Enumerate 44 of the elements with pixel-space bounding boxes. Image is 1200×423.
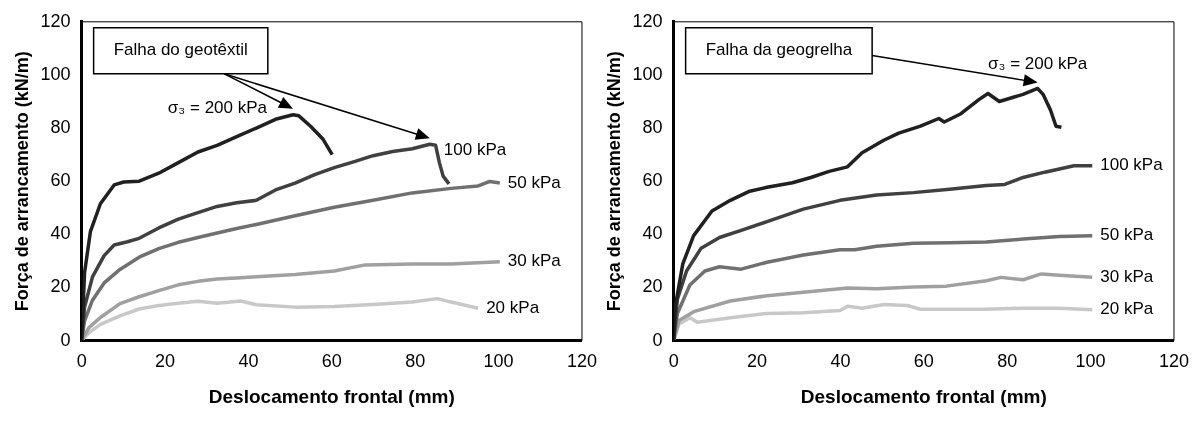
series-label: σ₃ = 200 kPa — [167, 98, 268, 118]
x-tick-label: 100 — [483, 351, 514, 372]
x-axis-title: Deslocamento frontal (mm) — [208, 385, 455, 407]
y-tick-label: 0 — [652, 329, 663, 350]
y-tick-label: 60 — [50, 170, 71, 191]
x-tick-label: 20 — [747, 351, 768, 372]
series-label: 100 kPa — [1100, 155, 1164, 175]
y-tick-label: 0 — [60, 329, 71, 350]
y-tick-label: 80 — [642, 117, 663, 138]
series-label: 100 kPa — [443, 139, 507, 159]
annotation: Falha da geogrelha — [705, 40, 853, 60]
y-tick-label: 40 — [50, 223, 71, 244]
series-label: σ₃ = 200 kPa — [988, 54, 1088, 74]
y-tick-label: 120 — [40, 10, 71, 31]
annotation: Falha do geotêxtil — [113, 40, 248, 60]
y-axis-title: Força de arrancamento (kN/m) — [603, 51, 624, 312]
y-axis-title: Força de arrancamento (kN/m) — [11, 51, 32, 312]
x-axis-title: Deslocamento frontal (mm) — [800, 385, 1047, 407]
y-tick-label: 60 — [642, 170, 663, 191]
y-tick-label: 40 — [642, 223, 663, 244]
series-label: 20 kPa — [486, 297, 540, 317]
series-label: 20 kPa — [1100, 299, 1154, 319]
x-tick-label: 120 — [566, 351, 598, 372]
y-tick-label: 120 — [632, 10, 663, 31]
x-tick-label: 100 — [1075, 351, 1106, 372]
x-tick-label: 120 — [1158, 351, 1190, 372]
x-tick-label: 20 — [155, 351, 176, 372]
x-tick-label: 0 — [668, 351, 679, 372]
x-tick-label: 60 — [321, 351, 342, 372]
series-label: 50 kPa — [1100, 225, 1154, 245]
y-tick-label: 80 — [50, 117, 71, 138]
x-tick-label: 80 — [405, 351, 426, 372]
series-label: 50 kPa — [507, 172, 562, 192]
y-tick-label: 100 — [632, 63, 663, 84]
x-tick-label: 80 — [997, 351, 1018, 372]
y-tick-label: 100 — [40, 63, 71, 84]
series-label: 30 kPa — [507, 251, 562, 271]
series-label: 30 kPa — [1100, 267, 1154, 287]
y-tick-label: 20 — [50, 276, 71, 297]
x-tick-label: 40 — [830, 351, 851, 372]
x-tick-label: 0 — [76, 351, 87, 372]
x-tick-label: 40 — [238, 351, 259, 372]
x-tick-label: 60 — [913, 351, 934, 372]
y-tick-label: 20 — [642, 276, 663, 297]
